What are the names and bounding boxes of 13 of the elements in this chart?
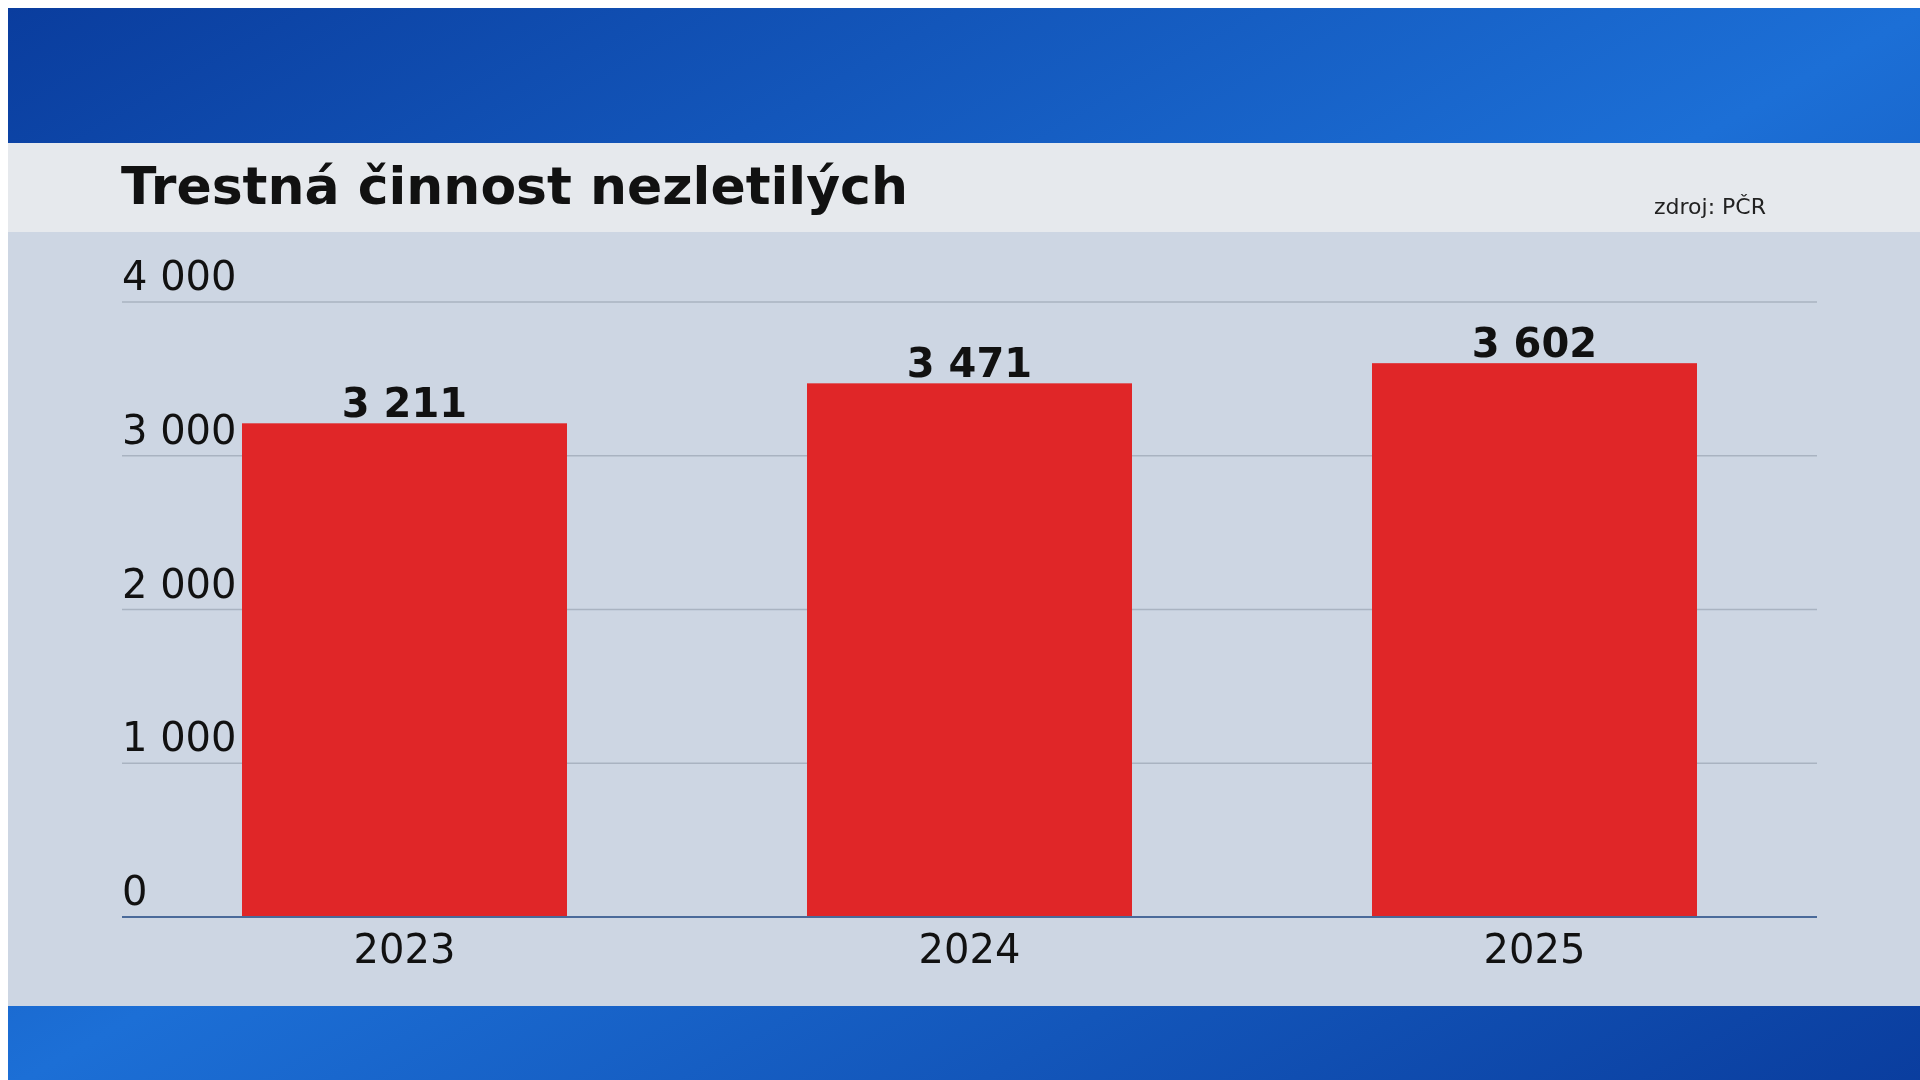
data-label: 3 211 [341, 380, 468, 427]
data-label: 3 471 [906, 340, 1033, 387]
x-tick-label: 2024 [918, 926, 1021, 972]
x-tick-label: 2025 [1483, 926, 1586, 972]
chart-title: Trestná činnost nezletilých [121, 156, 908, 216]
y-tick-label: 4 000 [122, 253, 237, 299]
y-tick-label: 1 000 [122, 714, 237, 761]
y-tick-label: 2 000 [122, 560, 237, 607]
data-label: 3 602 [1471, 320, 1598, 367]
y-tick-label: 3 000 [122, 406, 237, 453]
y-tick-label: 0 [122, 868, 148, 914]
x-tick-label: 2023 [353, 926, 456, 972]
text: zdroj: PČR [1654, 194, 1766, 219]
